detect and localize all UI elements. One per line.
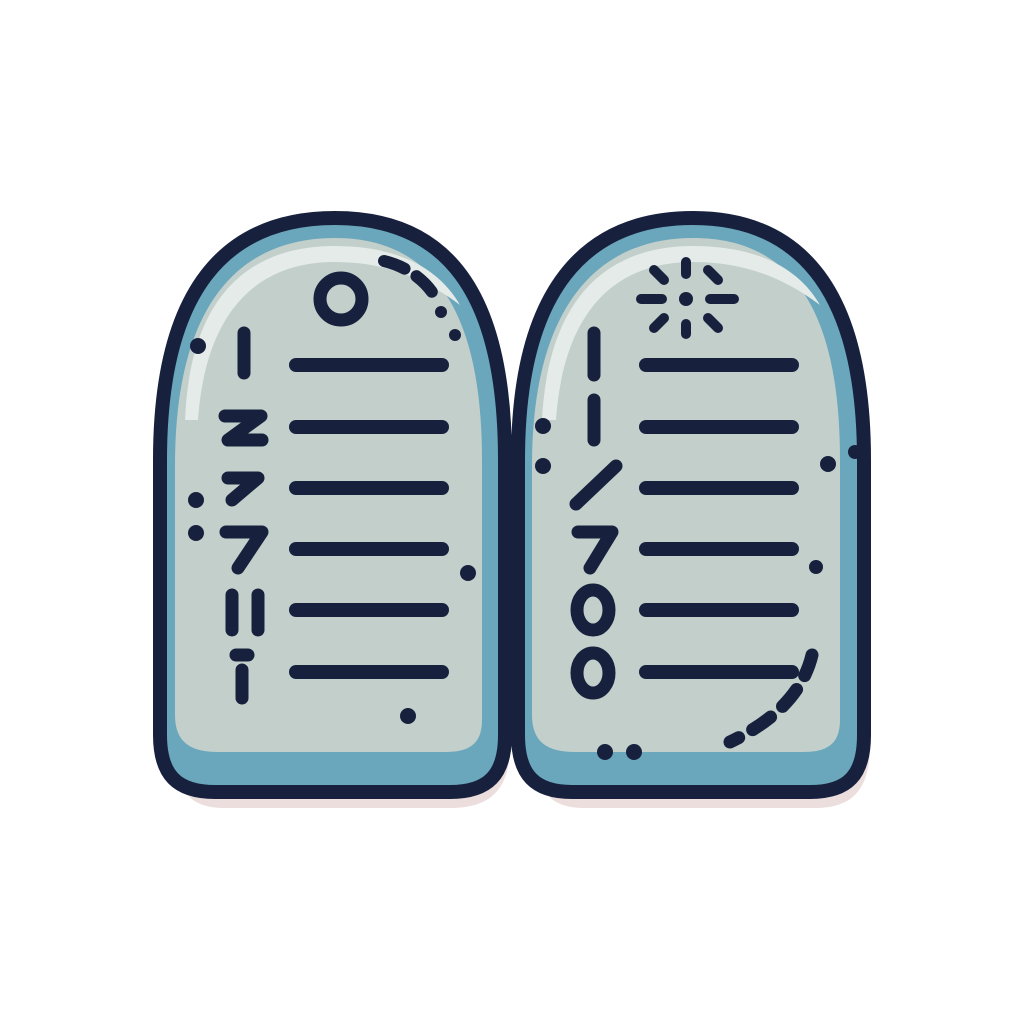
left-tablet-lines <box>289 358 449 679</box>
right-dot <box>535 458 551 474</box>
left-numeral-5 <box>225 588 265 637</box>
right-dot <box>848 445 862 459</box>
left-numeral-2 <box>218 409 269 447</box>
left-numeral-3 <box>221 471 265 507</box>
right-numeral-6 <box>570 646 616 700</box>
right-dot <box>626 744 642 760</box>
sunburst-ray <box>703 313 723 333</box>
right-dashed-arc <box>723 648 819 749</box>
left-tablet-dots <box>188 306 476 724</box>
left-ring-circle <box>313 271 369 327</box>
right-tablet-dots <box>535 418 862 760</box>
left-dot <box>188 525 204 541</box>
left-dashed-arc <box>378 255 438 298</box>
right-dot <box>597 744 613 760</box>
sunburst-ray <box>703 265 723 285</box>
right-tablet <box>511 211 871 799</box>
right-dot <box>820 456 836 472</box>
left-dot <box>460 565 476 581</box>
sunburst-ray <box>649 265 669 285</box>
right-numeral-5 <box>570 583 616 637</box>
left-dot <box>190 338 206 354</box>
left-tablet <box>153 211 512 799</box>
right-dot <box>809 560 823 574</box>
sunburst-center <box>679 292 693 306</box>
left-tablet-ring <box>313 271 369 327</box>
left-numeral-6 <box>229 648 255 705</box>
right-dot <box>535 418 551 434</box>
right-tablet-sunburst <box>636 257 739 339</box>
left-tablet-numerals <box>218 326 269 705</box>
right-tablet-numerals <box>569 326 623 700</box>
right-numeral-4 <box>571 525 619 575</box>
left-dot <box>435 306 447 318</box>
right-tablet-lines <box>639 358 799 679</box>
left-dot <box>400 708 416 724</box>
right-numeral-3 <box>569 459 623 511</box>
left-numeral-4 <box>219 525 269 575</box>
sunburst-ray <box>649 313 669 333</box>
left-dot <box>449 329 461 341</box>
left-dot <box>188 492 204 508</box>
